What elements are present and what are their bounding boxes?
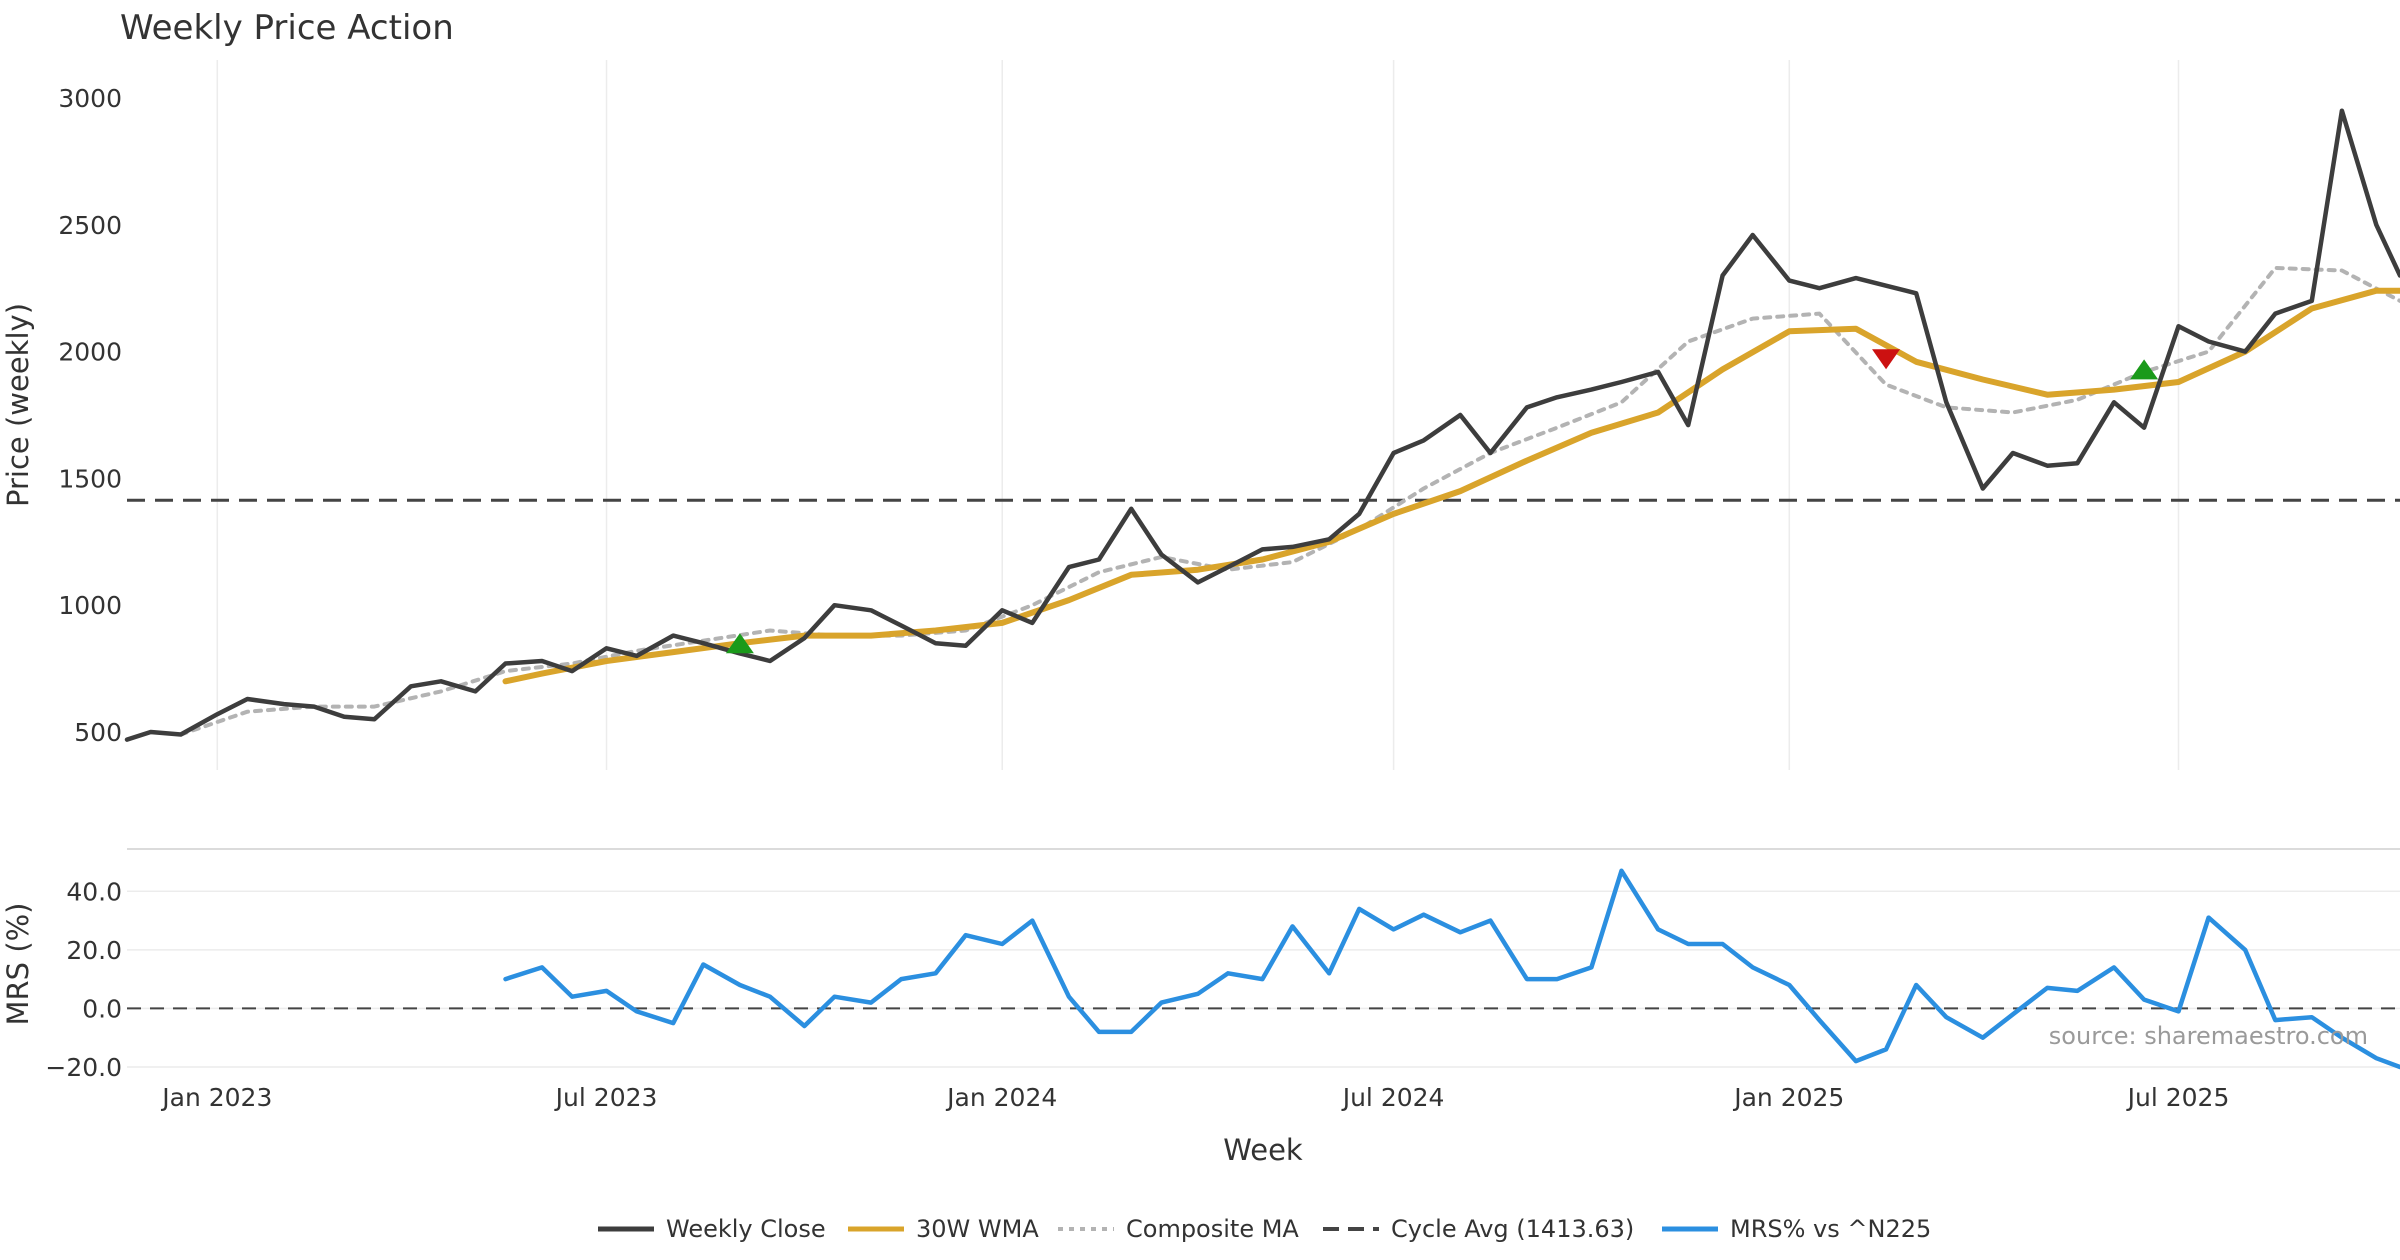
price-grid — [216, 60, 2180, 770]
price-y-tick-label: 1000 — [58, 591, 122, 620]
mrs-y-tick-label: −20.0 — [45, 1053, 122, 1082]
price-y-tick-label: 500 — [74, 718, 122, 747]
price-y-tick-label: 1500 — [58, 464, 122, 493]
mrs-series-group — [503, 868, 2400, 1070]
legend-label: Weekly Close — [666, 1215, 826, 1243]
series-composite-ma — [178, 265, 2400, 737]
mrs-y-axis-label: MRS (%) — [1, 903, 35, 1026]
x-tick-label: Jul 2024 — [1341, 1083, 1445, 1112]
legend-label: Cycle Avg (1413.63) — [1391, 1215, 1634, 1243]
price-y-ticks: 500 1000 1500 2000 2500 3000 — [58, 84, 122, 747]
series-30w-wma — [502, 287, 2400, 685]
x-tick-label: Jul 2023 — [554, 1083, 658, 1112]
mrs-y-tick-label: 40.0 — [66, 877, 122, 906]
chart-title: Weekly Price Action — [120, 8, 454, 48]
legend-label: Composite MA — [1126, 1215, 1299, 1243]
buy-signal-marker — [725, 633, 754, 654]
price-y-tick-label: 2000 — [58, 338, 122, 367]
series-mrs — [503, 868, 2400, 1070]
signals-group — [725, 349, 2159, 654]
legend: Weekly Close 30W WMA Composite MA Cycle Avg… — [598, 1215, 1931, 1243]
price-y-tick-label: 3000 — [58, 84, 122, 113]
series-weekly-close — [124, 108, 2400, 742]
buy-signal-marker — [2130, 359, 2159, 380]
mrs-y-ticks: −20.0 0.0 20.0 40.0 — [45, 877, 122, 1082]
legend-label: MRS% vs ^N225 — [1730, 1215, 1931, 1243]
price-series-group — [124, 108, 2400, 742]
sell-signal-marker — [1872, 349, 1901, 370]
x-axis-label: Week — [1223, 1133, 1303, 1167]
x-ticks: Jan 2023 Jul 2023 Jan 2024 Jul 2024 Jan 2025… — [160, 1083, 2229, 1112]
x-tick-label: Jan 2023 — [160, 1083, 272, 1112]
x-tick-label: Jan 2025 — [1732, 1083, 1844, 1112]
price-y-axis-label: Price (weekly) — [1, 303, 35, 507]
x-tick-label: Jan 2024 — [945, 1083, 1057, 1112]
source-watermark: source: sharemaestro.com — [2049, 1022, 2368, 1050]
x-tick-label: Jul 2025 — [2126, 1083, 2230, 1112]
price-y-tick-label: 2500 — [58, 211, 122, 240]
mrs-y-tick-label: 20.0 — [66, 936, 122, 965]
mrs-y-tick-label: 0.0 — [82, 994, 122, 1023]
legend-label: 30W WMA — [916, 1215, 1039, 1243]
